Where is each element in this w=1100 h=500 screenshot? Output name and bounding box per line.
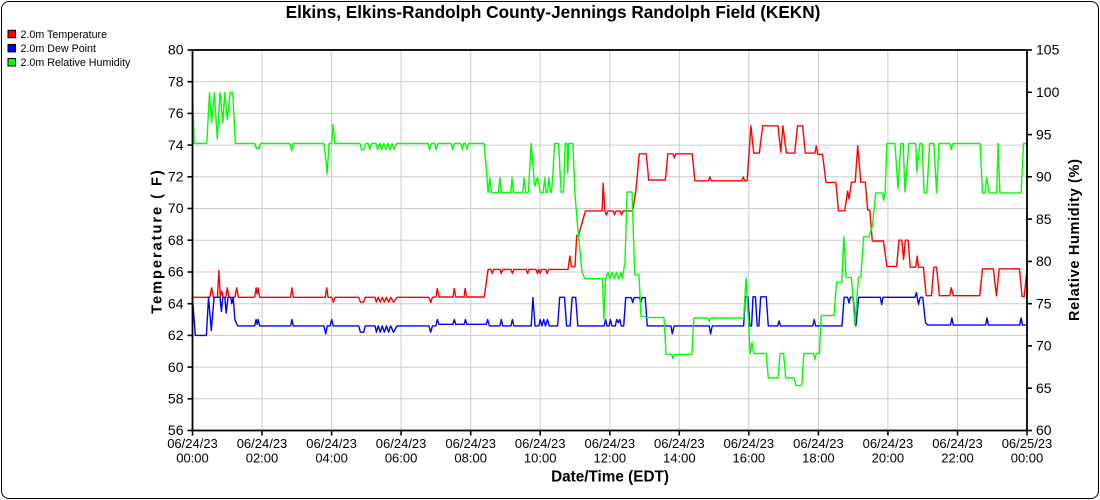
svg-text:06/24/23: 06/24/23 xyxy=(932,436,983,451)
svg-text:14:00: 14:00 xyxy=(663,451,696,466)
svg-text:18:00: 18:00 xyxy=(802,451,835,466)
svg-text:80: 80 xyxy=(1036,253,1052,269)
svg-text:65: 65 xyxy=(1036,380,1052,396)
svg-text:100: 100 xyxy=(1036,84,1060,100)
svg-text:Elkins, Elkins-Randolph County: Elkins, Elkins-Randolph County-Jennings … xyxy=(286,2,821,22)
svg-text:62: 62 xyxy=(168,327,184,343)
svg-text:06/24/23: 06/24/23 xyxy=(376,436,427,451)
svg-text:06/24/23: 06/24/23 xyxy=(515,436,566,451)
svg-text:90: 90 xyxy=(1036,169,1052,185)
svg-text:06/24/23: 06/24/23 xyxy=(306,436,357,451)
svg-text:85: 85 xyxy=(1036,211,1052,227)
svg-text:76: 76 xyxy=(168,105,184,121)
svg-text:60: 60 xyxy=(168,359,184,375)
svg-text:58: 58 xyxy=(168,391,184,407)
svg-text:06/24/23: 06/24/23 xyxy=(793,436,844,451)
svg-text:06/24/23: 06/24/23 xyxy=(654,436,705,451)
svg-text:68: 68 xyxy=(168,232,184,248)
svg-text:75: 75 xyxy=(1036,295,1052,311)
svg-text:Date/Time (EDT): Date/Time (EDT) xyxy=(551,469,669,486)
svg-text:105: 105 xyxy=(1036,42,1060,58)
svg-text:00:00: 00:00 xyxy=(176,451,209,466)
svg-text:04:00: 04:00 xyxy=(315,451,348,466)
svg-text:Temperature ( F): Temperature ( F) xyxy=(150,170,166,314)
svg-text:80: 80 xyxy=(168,42,184,58)
svg-text:60: 60 xyxy=(1036,422,1052,438)
svg-text:78: 78 xyxy=(168,73,184,89)
svg-text:00:00: 00:00 xyxy=(1011,451,1044,466)
svg-text:66: 66 xyxy=(168,264,184,280)
svg-text:2.0m Dew Point: 2.0m Dew Point xyxy=(21,43,96,55)
svg-text:06:00: 06:00 xyxy=(385,451,418,466)
svg-text:64: 64 xyxy=(168,295,184,311)
svg-text:08:00: 08:00 xyxy=(454,451,487,466)
svg-text:06/24/23: 06/24/23 xyxy=(445,436,496,451)
svg-text:06/24/23: 06/24/23 xyxy=(723,436,774,451)
svg-text:70: 70 xyxy=(168,200,184,216)
svg-text:Relative Humidity (%): Relative Humidity (%) xyxy=(1067,159,1083,321)
svg-text:16:00: 16:00 xyxy=(733,451,766,466)
svg-text:95: 95 xyxy=(1036,126,1052,142)
svg-text:02:00: 02:00 xyxy=(246,451,279,466)
svg-text:06/24/23: 06/24/23 xyxy=(167,436,218,451)
svg-text:70: 70 xyxy=(1036,338,1052,354)
svg-text:06/24/23: 06/24/23 xyxy=(584,436,635,451)
svg-text:74: 74 xyxy=(168,137,184,153)
svg-text:20:00: 20:00 xyxy=(872,451,905,466)
svg-text:2.0m Temperature: 2.0m Temperature xyxy=(21,29,108,41)
svg-text:2.0m Relative Humidity: 2.0m Relative Humidity xyxy=(21,57,132,69)
svg-text:06/24/23: 06/24/23 xyxy=(237,436,288,451)
svg-text:10:00: 10:00 xyxy=(524,451,557,466)
svg-text:22:00: 22:00 xyxy=(941,451,974,466)
svg-text:56: 56 xyxy=(168,422,184,438)
svg-text:06/24/23: 06/24/23 xyxy=(863,436,914,451)
svg-text:72: 72 xyxy=(168,169,184,185)
svg-text:06/25/23: 06/25/23 xyxy=(1002,436,1053,451)
svg-text:12:00: 12:00 xyxy=(594,451,627,466)
